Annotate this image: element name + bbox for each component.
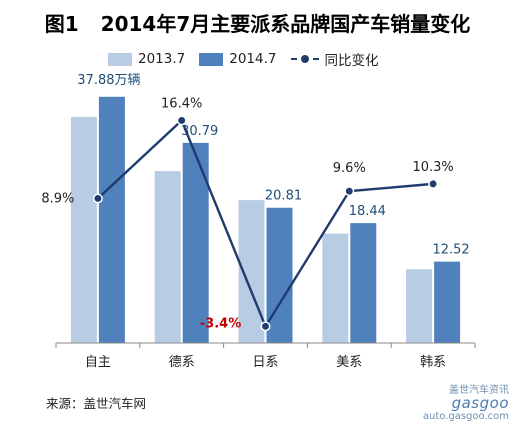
watermark-line1: 盖世汽车资讯 (449, 385, 509, 396)
bar-2013-4 (406, 269, 433, 343)
yoy-point-4 (428, 178, 439, 189)
bar-2014-0 (98, 96, 125, 343)
figure-id: 图1 (44, 12, 79, 36)
chart-title: 图1 2014年7月主要派系品牌国产车销量变化 (0, 8, 515, 37)
yoy-label-0: 8.9% (41, 191, 74, 206)
bar-2014-3 (350, 223, 377, 343)
yoy-point-0 (92, 193, 103, 204)
legend-item-2013: 2013.7 (108, 51, 185, 67)
yoy-point-2 (260, 321, 271, 332)
bar-2014-1 (182, 142, 209, 343)
bar-2013-1 (154, 171, 181, 343)
watermark-url: auto.gasgoo.com (422, 411, 509, 422)
bar-value-label-4: 12.52 (432, 243, 469, 258)
bar-value-label-0: 37.88万辆 (77, 73, 140, 88)
source-note: 来源：盖世汽车网 (46, 396, 147, 411)
category-label-3: 美系 (336, 355, 362, 370)
yoy-label-4: 10.3% (412, 160, 453, 175)
yoy-point-1 (176, 115, 187, 126)
bar-2013-0 (70, 116, 97, 344)
category-label-0: 自主 (85, 355, 111, 370)
category-label-4: 韩系 (420, 355, 446, 370)
yoy-label-3: 9.6% (333, 161, 366, 176)
legend-swatch-2014 (199, 52, 224, 66)
legend-label-yoy: 同比变化 (324, 53, 379, 69)
watermark-brand: gasgoo (451, 394, 509, 412)
title-text: 2014年7月主要派系品牌国产车销量变化 (100, 12, 471, 36)
category-label-1: 德系 (169, 355, 195, 370)
yoy-line (97, 118, 434, 329)
legend-item-yoy: 同比变化 (290, 49, 379, 69)
yoy-point-3 (344, 186, 355, 197)
yoy-label-2: -3.4% (200, 316, 241, 331)
legend-item-2014: 2014.7 (199, 51, 277, 67)
watermark-logo: 盖世汽车资讯 gasgoo auto.gasgoo.com (413, 384, 509, 423)
category-label-2: 日系 (252, 355, 278, 370)
legend: 2013.7 2014.7 同比变化 (108, 47, 393, 71)
legend-swatch-2013 (108, 52, 132, 66)
yoy-label-1: 16.4% (161, 96, 202, 111)
bar-2013-3 (322, 233, 349, 343)
bar-2014-2 (266, 207, 293, 343)
bar-value-label-3: 18.44 (349, 204, 386, 219)
legend-label-2013: 2013.7 (138, 51, 186, 67)
bar-value-label-2: 20.81 (265, 189, 302, 204)
bar-value-label-1: 30.79 (181, 124, 218, 139)
bar-2014-4 (434, 261, 461, 343)
legend-label-2014: 2014.7 (229, 51, 277, 67)
legend-line-key (290, 53, 319, 65)
